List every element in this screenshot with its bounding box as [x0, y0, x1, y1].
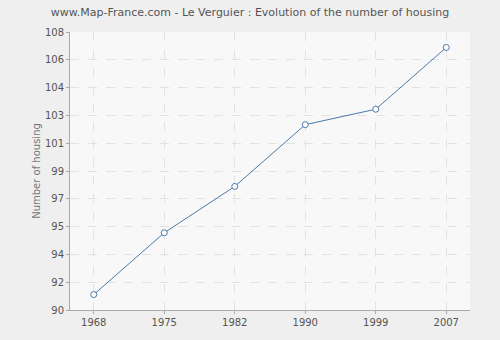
svg-text:99: 99 — [51, 166, 64, 177]
svg-text:103: 103 — [45, 110, 64, 121]
svg-text:1999: 1999 — [363, 317, 388, 328]
svg-text:2007: 2007 — [434, 317, 459, 328]
svg-text:1968: 1968 — [81, 317, 106, 328]
svg-text:1982: 1982 — [222, 317, 247, 328]
svg-text:www.Map-France.com - Le Vergui: www.Map-France.com - Le Verguier : Evolu… — [51, 6, 450, 19]
svg-text:1990: 1990 — [293, 317, 318, 328]
svg-text:95: 95 — [51, 221, 64, 232]
svg-text:97: 97 — [51, 193, 64, 204]
svg-text:101: 101 — [45, 138, 64, 149]
svg-text:104: 104 — [45, 82, 64, 93]
svg-text:92: 92 — [51, 277, 64, 288]
svg-text:94: 94 — [51, 249, 64, 260]
svg-text:108: 108 — [45, 27, 64, 38]
svg-text:90: 90 — [51, 305, 64, 316]
svg-text:1975: 1975 — [152, 317, 177, 328]
svg-text:106: 106 — [45, 54, 64, 65]
svg-text:Number of housing: Number of housing — [31, 123, 42, 219]
